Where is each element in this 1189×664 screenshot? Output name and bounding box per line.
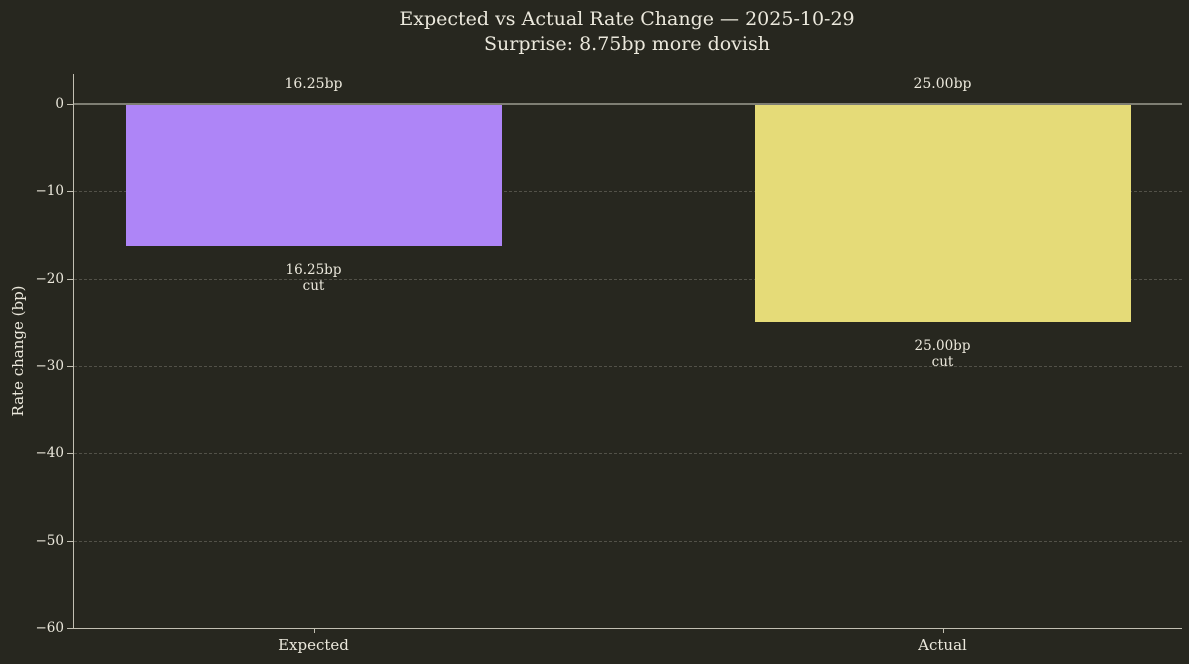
y-tick-label-0: 0 bbox=[55, 96, 64, 113]
bar-expected bbox=[125, 104, 502, 246]
chart-title-block: Expected vs Actual Rate Change — 2025-10… bbox=[73, 7, 1181, 57]
gridline--50 bbox=[74, 540, 1182, 542]
chart-subtitle: Surprise: 8.75bp more dovish bbox=[484, 33, 770, 55]
y-tick--30 bbox=[67, 366, 73, 368]
y-tick-label--20: −20 bbox=[35, 270, 65, 287]
bar-actual bbox=[754, 104, 1131, 323]
y-tick-label--10: −10 bbox=[35, 183, 65, 200]
y-tick-0 bbox=[67, 104, 73, 106]
plot-area: 0 −10 −20 −30 −40 −50 −60 16.25bp 16.25bp cut Expe… bbox=[36, 74, 1182, 654]
gridline--40 bbox=[74, 453, 1182, 455]
y-tick--40 bbox=[67, 453, 73, 455]
gridline--10 bbox=[74, 191, 1182, 193]
y-tick-label--30: −30 bbox=[35, 358, 65, 375]
bar-value-label-line: 16.25bp bbox=[285, 261, 342, 278]
bar-value-label-line: cut bbox=[302, 277, 325, 294]
bar-value-label-line: 25.00bp bbox=[914, 338, 971, 355]
bar-value-label-line: cut bbox=[931, 354, 954, 371]
bar-top-label-actual: 25.00bp bbox=[913, 76, 972, 93]
chart-title: Expected vs Actual Rate Change — 2025-10… bbox=[399, 8, 855, 30]
bar-top-label-expected: 16.25bp bbox=[284, 76, 343, 93]
y-tick-label--60: −60 bbox=[35, 620, 65, 636]
y-tick-label--40: −40 bbox=[35, 445, 65, 462]
x-tick-expected bbox=[313, 628, 315, 633]
bar-value-label-expected: 16.25bp cut bbox=[286, 262, 342, 294]
x-tick-actual bbox=[942, 628, 944, 633]
y-tick-label--50: −50 bbox=[35, 532, 65, 549]
gridline--30 bbox=[74, 366, 1182, 368]
y-tick--10 bbox=[67, 191, 73, 193]
x-tick-label-expected: Expected bbox=[278, 636, 349, 654]
y-tick--50 bbox=[67, 540, 73, 542]
x-tick-label-actual: Actual bbox=[918, 636, 967, 654]
bar-value-label-actual: 25.00bp cut bbox=[915, 338, 971, 370]
y-tick--60 bbox=[67, 628, 73, 629]
y-tick--20 bbox=[67, 278, 73, 280]
y-axis-label: Rate change (bp) bbox=[9, 285, 27, 417]
gridline--20 bbox=[74, 278, 1182, 280]
zero-line bbox=[74, 103, 1182, 106]
